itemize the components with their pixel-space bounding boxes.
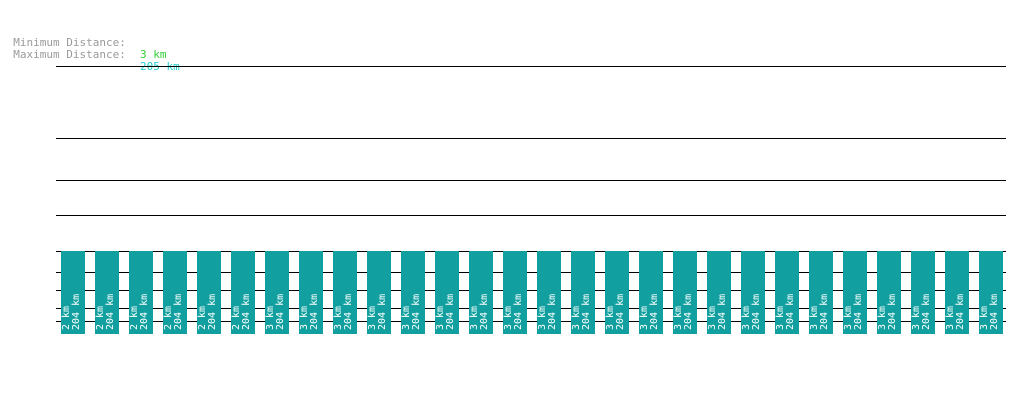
bar-min-label: 3 km (469, 306, 480, 330)
bar-min-label: 3 km (605, 306, 616, 330)
bar-27 (945, 251, 969, 334)
bar-min-label: 2 km (61, 306, 72, 330)
bar-min-label: 2 km (95, 306, 106, 330)
bar-12 (435, 251, 459, 334)
bar-min-label: 3 km (435, 306, 446, 330)
bar-max-label: 204 km (105, 294, 116, 330)
bar-min-label: 3 km (265, 306, 276, 330)
bar-max-label: 204 km (309, 294, 320, 330)
bar-min-label: 2 km (231, 306, 242, 330)
bar-13 (469, 251, 493, 334)
bar-min-label: 3 km (333, 306, 344, 330)
bar-min-label: 2 km (129, 306, 140, 330)
min-distance-label: Minimum Distance: (13, 36, 126, 49)
bar-max-label: 204 km (615, 294, 626, 330)
bar-6 (231, 251, 255, 334)
bar-2 (95, 251, 119, 334)
bar-25 (877, 251, 901, 334)
bar-min-label: 3 km (401, 306, 412, 330)
bar-max-label: 204 km (683, 294, 694, 330)
bar-26 (911, 251, 935, 334)
bar-17 (605, 251, 629, 334)
bar-min-label: 3 km (843, 306, 854, 330)
bar-28 (979, 251, 1003, 334)
bar-max-label: 204 km (853, 294, 864, 330)
bar-min-label: 3 km (945, 306, 956, 330)
bar-max-label: 204 km (785, 294, 796, 330)
bar-min-label: 3 km (299, 306, 310, 330)
bar-max-label: 204 km (343, 294, 354, 330)
bar-min-label: 3 km (741, 306, 752, 330)
bar-min-label: 2 km (197, 306, 208, 330)
bar-5 (197, 251, 221, 334)
bar-max-label: 204 km (955, 294, 966, 330)
bar-min-label: 3 km (877, 306, 888, 330)
bar-min-label: 3 km (537, 306, 548, 330)
bar-min-label: 2 km (163, 306, 174, 330)
bar-max-label: 204 km (241, 294, 252, 330)
bar-max-label: 204 km (207, 294, 218, 330)
min-distance-row: Minimum Distance: 3 km (0, 25, 166, 61)
bar-max-label: 204 km (581, 294, 592, 330)
bar-max-label: 204 km (513, 294, 524, 330)
bar-max-label: 204 km (377, 294, 388, 330)
bar-max-label: 204 km (751, 294, 762, 330)
bar-max-label: 204 km (547, 294, 558, 330)
bar-min-label: 3 km (367, 306, 378, 330)
bar-max-label: 204 km (989, 294, 1000, 330)
bar-max-label: 204 km (275, 294, 286, 330)
bar-min-label: 3 km (911, 306, 922, 330)
bar-23 (809, 251, 833, 334)
bar-1 (61, 251, 85, 334)
bar-max-label: 204 km (411, 294, 422, 330)
bar-14 (503, 251, 527, 334)
min-distance-value: 3 km (140, 48, 167, 61)
bar-22 (775, 251, 799, 334)
bar-max-label: 204 km (887, 294, 898, 330)
bar-max-label: 204 km (479, 294, 490, 330)
bar-21 (741, 251, 765, 334)
bar-min-label: 3 km (673, 306, 684, 330)
bar-max-label: 204 km (445, 294, 456, 330)
bar-min-label: 3 km (571, 306, 582, 330)
bar-20 (707, 251, 731, 334)
bar-11 (401, 251, 425, 334)
bar-24 (843, 251, 867, 334)
bar-min-label: 3 km (707, 306, 718, 330)
bar-max-label: 204 km (139, 294, 150, 330)
bar-max-label: 204 km (717, 294, 728, 330)
bar-max-label: 204 km (71, 294, 82, 330)
bar-3 (129, 251, 153, 334)
bar-19 (673, 251, 697, 334)
bar-max-label: 204 km (819, 294, 830, 330)
bar-7 (265, 251, 289, 334)
bar-10 (367, 251, 391, 334)
max-distance-label: Maximum Distance: (13, 48, 126, 61)
bar-15 (537, 251, 561, 334)
bar-min-label: 3 km (775, 306, 786, 330)
max-distance-row: Maximum Distance: 205 km (0, 37, 180, 73)
bar-min-label: 3 km (809, 306, 820, 330)
bar-9 (333, 251, 357, 334)
bar-max-label: 204 km (173, 294, 184, 330)
bar-min-label: 3 km (979, 306, 990, 330)
bar-min-label: 3 km (639, 306, 650, 330)
bar-8 (299, 251, 323, 334)
bar-18 (639, 251, 663, 334)
bar-min-label: 3 km (503, 306, 514, 330)
bar-4 (163, 251, 187, 334)
bar-max-label: 204 km (649, 294, 660, 330)
bar-16 (571, 251, 595, 334)
bar-max-label: 204 km (921, 294, 932, 330)
